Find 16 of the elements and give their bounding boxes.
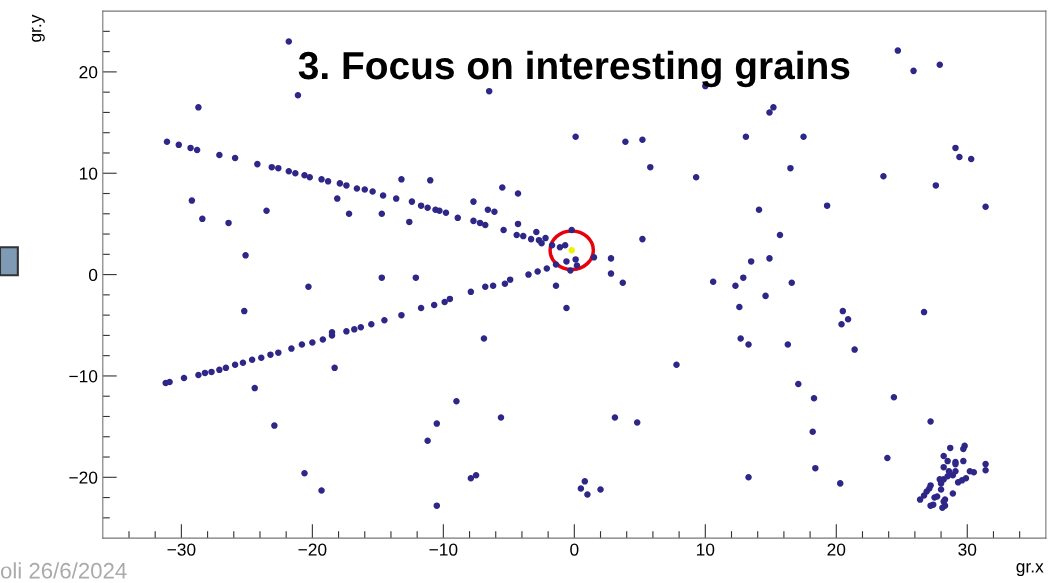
y-axis-title: gr.y [31,14,45,42]
y-tick-label: 0 [88,268,98,282]
text: 3. Focus on interesting grains [298,50,850,88]
x-tick-label: −20 [298,543,327,556]
x-axis-title: gr.x [1016,563,1044,576]
y-tick-label: −20 [69,471,98,484]
x-tick-label: 20 [827,543,846,556]
x-tick-label: −30 [167,543,196,556]
y-tick-label: −10 [69,370,98,383]
x-tick-label: 0 [570,543,579,556]
text: oli 26/6/2024 [0,562,127,579]
x-tick-label: 30 [958,543,977,556]
x-tick-label: −10 [429,543,458,556]
x-tick-label: 10 [696,543,715,556]
y-tick-label: 10 [79,167,98,180]
y-tick-label: 20 [79,66,98,79]
